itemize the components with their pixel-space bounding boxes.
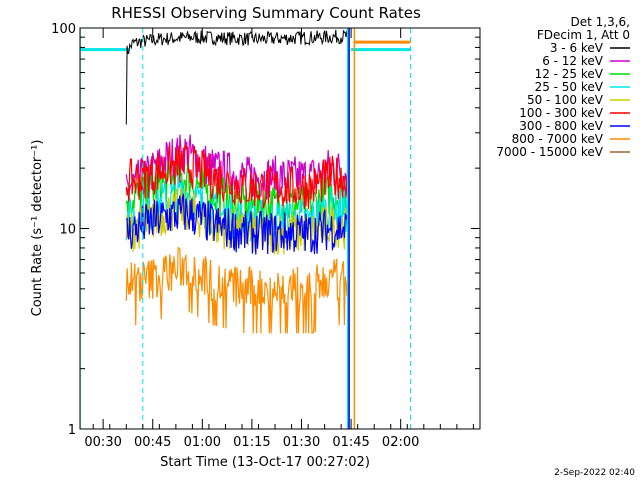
- series-line-3: [125, 175, 349, 242]
- date-stamp: 2-Sep-2022 02:40: [554, 468, 635, 478]
- series-line-0: [125, 29, 349, 125]
- y-axis: 1 10 100: [51, 22, 480, 438]
- legend-entry-label: 100 - 300 keV: [519, 106, 603, 120]
- x-tick-label: 01:15: [233, 435, 270, 450]
- x-tick-label: 01:45: [332, 435, 369, 450]
- y-axis-label: Count Rate (s⁻¹ detector⁻¹): [30, 140, 45, 317]
- legend-header-line-2: FDecim 1, Att 0: [537, 28, 630, 42]
- legend-entry-label: 6 - 12 keV: [542, 54, 604, 68]
- legend-entry-label: 7000 - 15000 keV: [496, 145, 603, 159]
- series-line-7: [125, 246, 349, 335]
- chart-title: RHESSI Observing Summary Count Rates: [111, 4, 421, 22]
- legend-entry-label: 50 - 100 keV: [527, 93, 604, 107]
- x-tick-label: 02:00: [382, 435, 419, 450]
- legend-entry-label: 25 - 50 keV: [535, 80, 604, 94]
- legend-header-line-1: Det 1,3,6,: [571, 15, 631, 29]
- y-tick-label: 10: [59, 223, 76, 238]
- legend-entry-label: 300 - 800 keV: [519, 119, 603, 133]
- x-tick-label: 01:00: [184, 435, 221, 450]
- y-tick-label: 100: [51, 22, 76, 37]
- x-tick-label: 00:45: [134, 435, 171, 450]
- x-tick-label: 01:30: [283, 435, 320, 450]
- x-axis-label: Start Time (13-Oct-17 00:27:02): [160, 455, 370, 470]
- y-tick-label: 1: [68, 423, 76, 438]
- series-line-6: [125, 193, 349, 255]
- plot-area: [80, 28, 412, 429]
- legend-entry-label: 800 - 7000 keV: [512, 132, 604, 146]
- series-line-5: [125, 144, 349, 210]
- x-tick-label: 00:30: [84, 435, 121, 450]
- x-axis: 00:30 00:45 01:00 01:15 01:30 01:45 02:00: [84, 28, 474, 450]
- legend-entry-label: 12 - 25 keV: [535, 67, 604, 81]
- legend-entry-label: 3 - 6 keV: [550, 41, 604, 55]
